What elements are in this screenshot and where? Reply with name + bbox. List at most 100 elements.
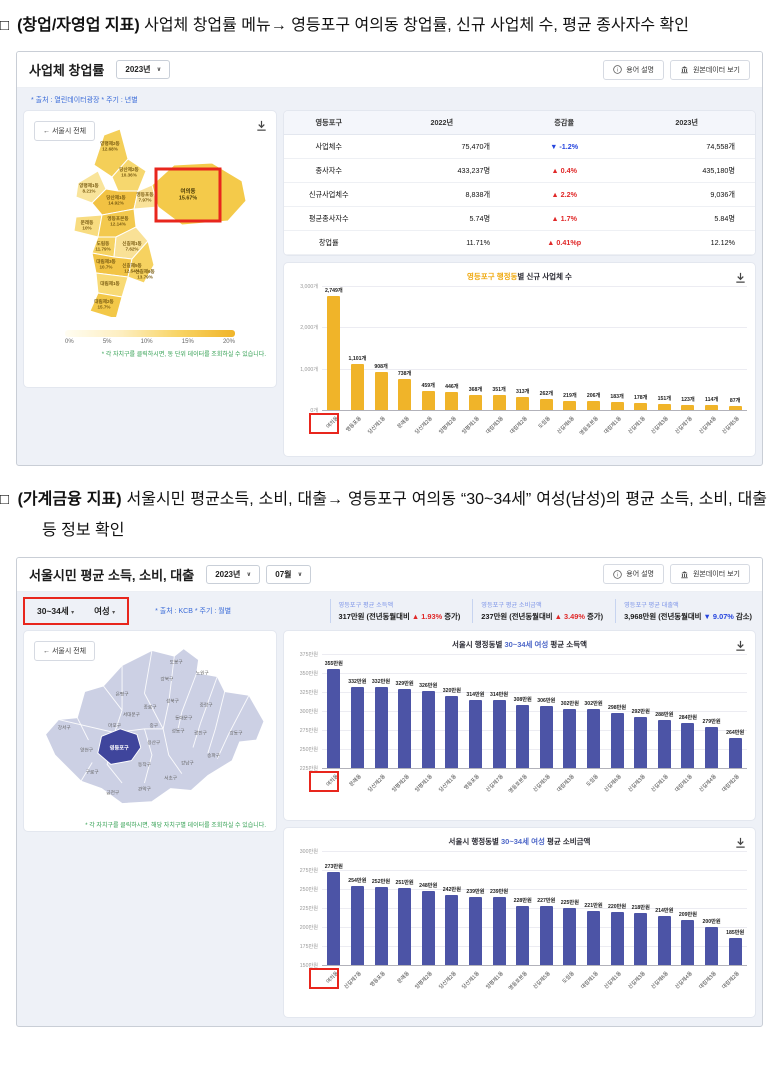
bar-value-label: 355만원 (324, 660, 343, 667)
bar-신길제1동[interactable] (657, 719, 671, 768)
seoul-district-map[interactable]: 도봉구 노원구 강북구 은평구 성북구 중랑구 종로구 동대문구 서대문구 마포… (32, 643, 270, 811)
source-data-button[interactable]: 원본데이터 보기 (669, 59, 750, 80)
heading-bold-1: (창업/자영업 지표) (17, 17, 140, 34)
yeongdeungpo-region[interactable] (97, 727, 142, 765)
bar-신길제4동[interactable] (705, 726, 719, 768)
bar-문래동[interactable] (398, 379, 412, 411)
bar-신길제3동[interactable] (634, 716, 648, 768)
map-region-yeouido[interactable] (151, 162, 247, 226)
map-region[interactable] (111, 158, 147, 192)
bar-신길제5동[interactable] (728, 406, 742, 411)
bar-여의동[interactable] (327, 668, 341, 768)
bar-신길제6동[interactable] (657, 915, 671, 965)
yeongdeungpo-district-map[interactable]: 양평제2동 12.68% 당산제2동 10.36% 양평제1동 8.21% 당산제1동… (32, 125, 270, 320)
bar-value-label: 209만원 (678, 911, 698, 918)
bar-대림제2동[interactable] (728, 737, 742, 768)
bar-당산제1동[interactable] (468, 896, 482, 965)
gridline (322, 410, 747, 412)
bar-신길제1동[interactable] (610, 911, 624, 965)
bar-신길제5동[interactable] (539, 705, 553, 768)
bar-문래동[interactable] (398, 887, 412, 965)
district-label: 동대문구 (175, 714, 193, 721)
map-region[interactable] (127, 240, 155, 284)
back-to-seoul-button[interactable]: ← 서울시 전체 (34, 640, 96, 661)
bar-당산제2동[interactable] (374, 686, 388, 768)
bar-신길제1동[interactable] (634, 403, 648, 411)
bar-여의동[interactable] (327, 871, 341, 965)
year-dropdown[interactable]: 2023년 ∨ (116, 60, 171, 80)
bar-영등포동[interactable] (374, 886, 388, 965)
back-to-seoul-button[interactable]: ← 서울시 전체 (34, 121, 96, 142)
bar-value-label: 239만원 (466, 888, 485, 895)
download-icon[interactable] (255, 119, 268, 132)
map-footnote: * 각 자치구를 클릭하시면, 해당 자치구별 데이터를 조회하실 수 있습니다… (85, 822, 266, 829)
x-label: 영등포동 (369, 970, 387, 989)
bar-신길제7동[interactable] (492, 699, 506, 768)
bar-양평제2동[interactable] (398, 688, 412, 768)
bar-대림제2동[interactable] (516, 397, 530, 411)
bar-영등포본동[interactable] (516, 905, 530, 965)
bar-value-label: 292만원 (631, 708, 650, 715)
glossary-button[interactable]: i 용어 설명 (603, 564, 664, 585)
income-chart-card: 서울시 행정동별 30~34세 여성 평균 소득액 375만원 350만원 325만… (283, 629, 756, 821)
x-label: 양평제1동 (414, 773, 435, 794)
gender-dropdown[interactable]: 여성 ▾ (94, 605, 116, 616)
bar-대림제2동[interactable] (728, 937, 742, 965)
x-label: 신길제3동 (650, 415, 671, 436)
month-dropdown[interactable]: 07월 ∨ (266, 564, 312, 584)
archive-icon (681, 570, 688, 578)
bar-대림제3동[interactable] (563, 708, 577, 768)
bar-당산제2동[interactable] (445, 894, 459, 965)
bar-신길제3동[interactable] (634, 912, 648, 965)
y-tick: 350만원 (299, 670, 318, 677)
bar-도림동[interactable] (539, 399, 553, 411)
bar-신길제6동[interactable] (610, 712, 624, 768)
gridline (322, 850, 747, 852)
bar-신길제6동[interactable] (563, 401, 577, 411)
bar-대림제1동[interactable] (610, 402, 624, 411)
bar-양평제2동[interactable] (445, 392, 459, 411)
seoul-outline[interactable] (44, 647, 265, 804)
bar-신길제5동[interactable] (539, 905, 553, 965)
bar-양평제1동[interactable] (421, 690, 435, 768)
bar-value-label: 279만원 (702, 718, 721, 725)
year-dropdown[interactable]: 2023년 ∨ (206, 564, 261, 584)
bar-신길제4동[interactable] (705, 405, 719, 411)
x-label: 영등포본동 (507, 970, 529, 992)
bar-신길제3동[interactable] (657, 404, 671, 411)
bar-대림제3동[interactable] (705, 926, 719, 965)
bar-당산제1동[interactable] (445, 695, 459, 768)
bar-영등포동[interactable] (468, 699, 482, 768)
y-tick: 175만원 (299, 943, 318, 950)
bar-value-label: 314만원 (466, 691, 485, 698)
bar-여의동[interactable] (327, 296, 341, 411)
bar-당산제1동[interactable] (374, 372, 388, 411)
bar-양평제1동[interactable] (492, 896, 506, 965)
glossary-button[interactable]: i 용어 설명 (603, 59, 664, 80)
highlight-box-filters: 30~34세 ▾ 여성 ▾ (23, 596, 130, 625)
bar-영등포동[interactable] (350, 364, 364, 411)
download-icon[interactable] (734, 639, 747, 652)
bar-대림제1동[interactable] (681, 722, 695, 768)
district-label: 서초구 (164, 774, 178, 781)
bar-영등포본동[interactable] (516, 704, 530, 768)
bar-양평제1동[interactable] (468, 395, 482, 411)
bar-양평제2동[interactable] (421, 890, 435, 965)
age-dropdown[interactable]: 30~34세 ▾ (37, 605, 75, 616)
bar-문래동[interactable] (350, 686, 364, 768)
bar-대림제1동[interactable] (587, 910, 601, 965)
bar-신길제7동[interactable] (681, 405, 695, 411)
download-icon[interactable] (734, 271, 747, 284)
bar-도림동[interactable] (563, 907, 577, 965)
source-data-button[interactable]: 원본데이터 보기 (669, 564, 750, 585)
region-label: 신길제1동 7.62% (122, 240, 142, 252)
bar-신길제7동[interactable] (350, 885, 364, 965)
download-icon[interactable] (734, 836, 747, 849)
bar-신길제4동[interactable] (681, 919, 695, 965)
bar-영등포본동[interactable] (587, 401, 601, 411)
region-label: 영등포본동 12.14% (107, 215, 129, 227)
bar-대림제3동[interactable] (492, 395, 506, 411)
y-tick: 2,000개 (300, 325, 318, 332)
bar-당산제2동[interactable] (421, 391, 435, 411)
bar-도림동[interactable] (587, 708, 601, 768)
